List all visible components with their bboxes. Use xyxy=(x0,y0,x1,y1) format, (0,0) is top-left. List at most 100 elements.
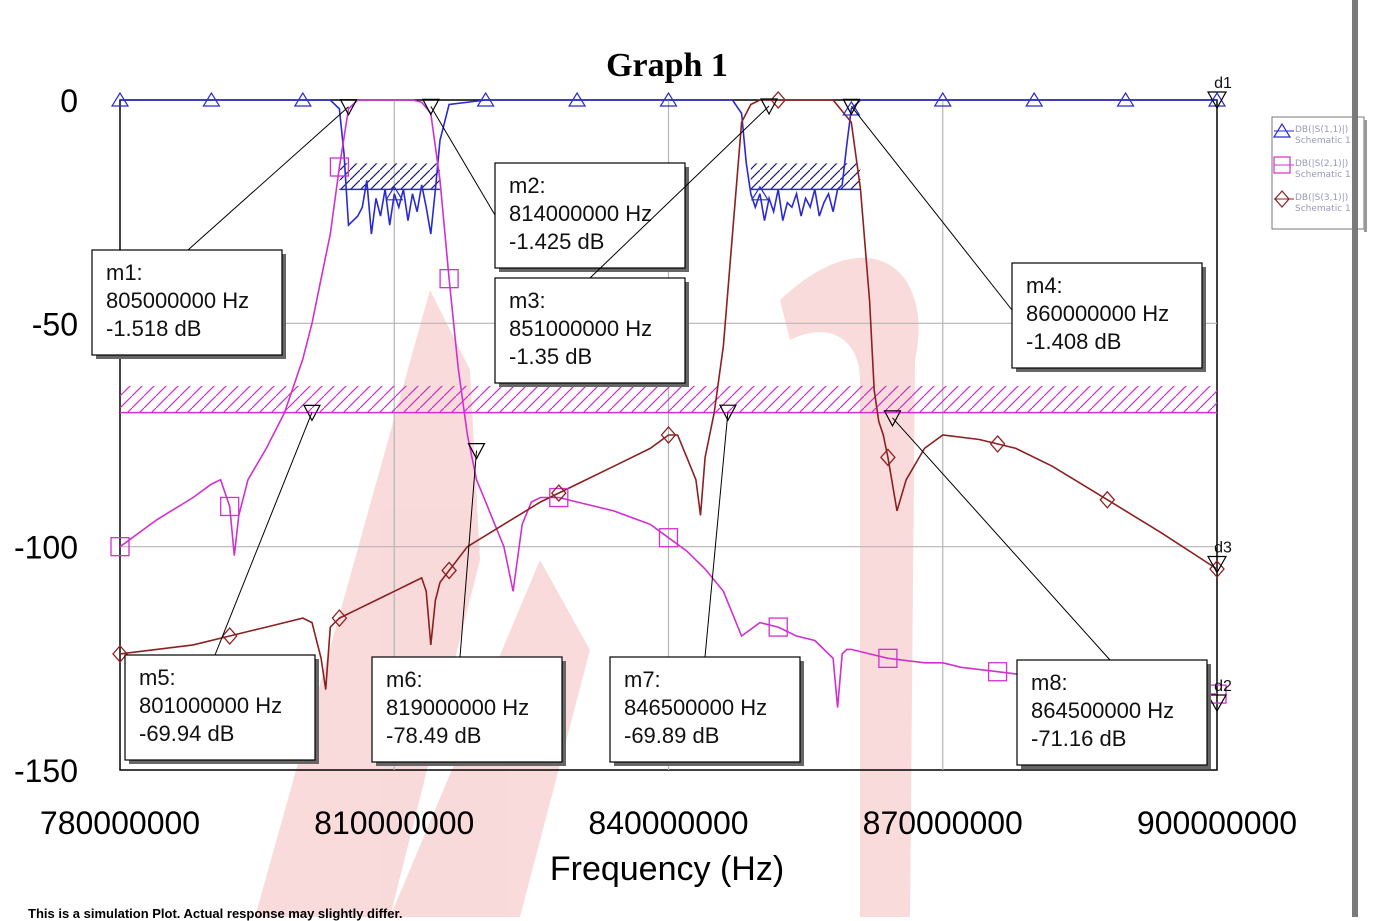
series-symbol xyxy=(441,561,457,580)
marker-text: -1.518 dB xyxy=(106,316,201,341)
delta-marker-symbol xyxy=(1206,555,1228,574)
legend-sublabel: Schematic 1 xyxy=(1295,136,1351,146)
series-symbol xyxy=(221,627,238,645)
marker-box xyxy=(609,656,801,763)
spec-masks xyxy=(120,163,1217,414)
series-symbol xyxy=(293,91,312,107)
marker-symbol xyxy=(842,98,861,116)
marker-text: 805000000 Hz xyxy=(106,288,249,313)
series-symbol xyxy=(933,91,952,107)
marker-symbol xyxy=(760,98,779,116)
series-symbol xyxy=(439,269,459,289)
series-symbol xyxy=(550,484,567,503)
marker-symbol xyxy=(339,99,358,117)
marker-leader-line xyxy=(850,105,1013,311)
series-symbol xyxy=(660,426,677,444)
x-axis: 780000000 810000000 840000000 870000000 9000… xyxy=(40,805,1297,841)
marker-text: -69.94 dB xyxy=(139,721,234,746)
series-symbol xyxy=(112,644,128,663)
marker-text: -1.425 dB xyxy=(509,229,604,254)
marker-leader-line xyxy=(430,106,496,216)
delta-marker-symbol xyxy=(1206,694,1228,713)
series-symbol xyxy=(568,91,587,107)
marker-symbol xyxy=(421,98,440,116)
x-tick-label: 810000000 xyxy=(314,805,474,841)
series-line xyxy=(120,99,1217,235)
marker-box xyxy=(494,277,686,384)
marker-text: 860000000 Hz xyxy=(1026,301,1169,326)
mask-hatch xyxy=(120,385,1217,413)
marker-text: m8: xyxy=(1031,670,1068,695)
marker-text: 801000000 Hz xyxy=(139,693,282,718)
marker-leader-line xyxy=(187,106,349,251)
marker-leader-line xyxy=(892,417,1111,661)
y-tick-label: -50 xyxy=(32,306,78,342)
series-symbol xyxy=(202,91,221,107)
series-symbol xyxy=(750,185,769,201)
series-symbol xyxy=(1116,91,1135,107)
x-tick-label: 780000000 xyxy=(40,805,200,841)
legend-label: DB(|S(3,1)|) xyxy=(1295,193,1348,203)
series-symbol xyxy=(878,648,898,668)
marker-text: 819000000 Hz xyxy=(386,695,529,720)
marker-text: -69.89 dB xyxy=(624,723,719,748)
marker-text: -1.408 dB xyxy=(1026,329,1121,354)
x-tick-label: 870000000 xyxy=(863,805,1023,841)
series-symbol xyxy=(1025,91,1044,107)
legend-sublabel: Schematic 1 xyxy=(1295,170,1351,180)
y-tick-label: -100 xyxy=(14,530,78,566)
window-scrollbar[interactable] xyxy=(1352,0,1358,917)
delta-marker-label: d2 xyxy=(1214,678,1232,695)
marker-text: -1.35 dB xyxy=(509,344,592,369)
marker-leader-line xyxy=(589,105,770,279)
marker-text: m3: xyxy=(509,288,546,313)
marker-symbol xyxy=(302,404,321,422)
marker-text: 851000000 Hz xyxy=(509,316,652,341)
series-symbol xyxy=(659,91,678,107)
series-symbol xyxy=(331,609,348,628)
legend-label: DB(|S(1,1)|) xyxy=(1295,125,1348,135)
marker-text: m7: xyxy=(624,667,661,692)
marker-symbol xyxy=(467,442,486,460)
marker-box xyxy=(494,162,686,269)
marker-leader-line xyxy=(214,412,313,656)
series-symbol xyxy=(770,91,787,109)
marker-box xyxy=(124,654,316,761)
delta-marker-label: d1 xyxy=(1214,75,1232,92)
series-symbol xyxy=(220,496,240,517)
legend-shadow xyxy=(1364,120,1367,232)
mask-hatch xyxy=(339,163,440,190)
y-tick-label: 0 xyxy=(60,83,78,119)
marker-leader-line xyxy=(459,450,478,658)
marker-text: -78.49 dB xyxy=(386,723,481,748)
y-axis: 0 -50 -100 -150 xyxy=(14,83,78,789)
marker-text: m6: xyxy=(386,667,423,692)
legend-symbol xyxy=(1274,190,1290,208)
legend-label: DB(|S(2,1)|) xyxy=(1295,159,1348,169)
delta-markers: d1 d3 d2 xyxy=(1206,75,1232,713)
marker-callouts: m1: 805000000 Hz -1.518 dB m2: 814000000 Hz -… xyxy=(91,98,1211,769)
x-tick-label: 900000000 xyxy=(1137,805,1297,841)
series-symbol xyxy=(110,91,130,107)
series-symbol xyxy=(1209,560,1225,578)
series-symbol xyxy=(476,91,495,107)
series-line xyxy=(119,99,1218,690)
marker-text: m5: xyxy=(139,665,176,690)
series-symbol xyxy=(987,662,1008,682)
series-symbol xyxy=(385,185,404,201)
series-symbol xyxy=(1207,91,1227,107)
marker-leader-line xyxy=(704,412,729,658)
marker-box xyxy=(1011,262,1203,369)
marker-text: 814000000 Hz xyxy=(509,201,652,226)
marker-text: m2: xyxy=(509,173,546,198)
marker-text: m1: xyxy=(106,260,143,285)
marker-symbol xyxy=(718,404,737,422)
delta-marker-label: d3 xyxy=(1214,540,1232,557)
series-symbol xyxy=(1099,490,1116,509)
marker-text: -71.16 dB xyxy=(1031,726,1126,751)
chart-title: Graph 1 xyxy=(606,47,728,84)
series-symbol xyxy=(549,487,569,508)
marker-box xyxy=(371,656,563,763)
marker-box xyxy=(91,249,283,356)
